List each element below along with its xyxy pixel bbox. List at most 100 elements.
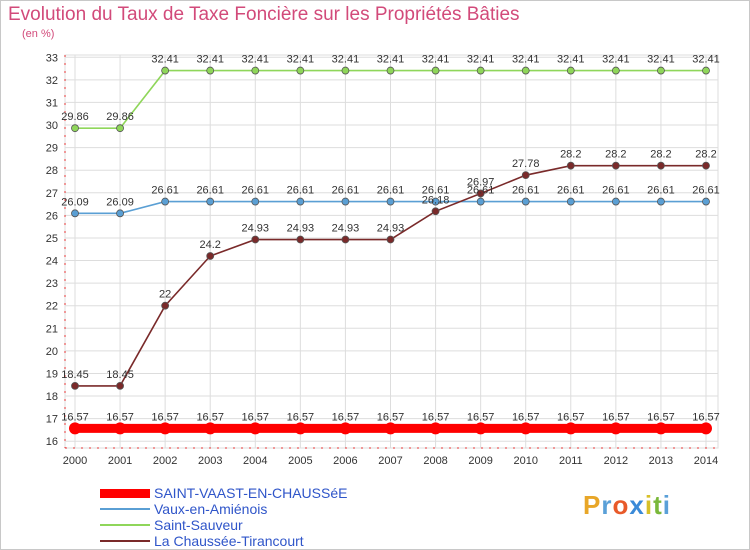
data-label: 16.57 [242, 411, 270, 423]
legend-label: SAINT-VAAST-EN-CHAUSSéE [154, 485, 348, 501]
data-label: 24.93 [332, 223, 360, 235]
data-point [476, 197, 485, 206]
data-point [657, 161, 665, 170]
y-tick-label: 17 [46, 414, 58, 426]
data-label: 26.09 [106, 196, 134, 208]
data-label: 26.61 [422, 185, 450, 197]
data-label: 26.61 [512, 185, 540, 197]
data-label: 16.57 [332, 411, 360, 423]
legend: SAINT-VAAST-EN-CHAUSSéE Vaux-en-Amiénois… [100, 485, 347, 549]
grid [64, 54, 719, 449]
y-tick-label: 31 [46, 97, 58, 109]
data-point [431, 207, 440, 216]
logo-letter: r [601, 490, 613, 520]
chart-title: Evolution du Taux de Taxe Foncière sur l… [8, 4, 520, 25]
data-label: 26.61 [332, 185, 360, 197]
data-label: 16.57 [196, 411, 224, 423]
data-label: 26.61 [196, 185, 224, 197]
data-point [611, 66, 620, 75]
x-tick-label: 2008 [423, 455, 447, 467]
series-layer [69, 66, 712, 435]
data-label: 32.41 [242, 54, 270, 66]
y-tick-label: 23 [46, 278, 58, 290]
data-labels: 16.57 16.57 16.57 16.57 16.57 16.57 16.57 16.57… [61, 54, 720, 424]
x-tick-label: 2004 [243, 455, 267, 467]
y-tick-label: 30 [46, 120, 58, 132]
unit-label: (en %) [22, 28, 55, 40]
axes: 16 17 18 19 20 21 22 23 24 25 26 27 28 29 30 31 32 33 2000… [46, 52, 718, 467]
data-label: 29.86 [61, 111, 89, 123]
data-point [341, 235, 350, 244]
data-label: 26.61 [692, 185, 720, 197]
y-tick-label: 24 [46, 256, 58, 268]
logo-letter: x [629, 490, 645, 520]
data-point [71, 209, 79, 218]
data-point [116, 381, 124, 390]
x-tick-label: 2003 [198, 455, 222, 467]
data-label: 26.18 [422, 194, 450, 206]
x-tick-label: 2012 [604, 455, 628, 467]
data-label: 28.2 [605, 149, 626, 161]
y-tick-label: 33 [46, 52, 58, 64]
data-point [204, 422, 217, 435]
legend-label: Saint-Sauveur [154, 517, 243, 533]
data-label: 32.41 [332, 54, 360, 66]
data-point [296, 66, 305, 75]
data-label: 32.41 [647, 54, 675, 66]
logo-letter: i [644, 490, 654, 520]
x-tick-label: 2009 [468, 455, 492, 467]
data-label: 16.57 [106, 411, 134, 423]
data-label: 26.61 [647, 185, 675, 197]
data-point [386, 197, 395, 206]
logo-letter: t [653, 490, 663, 520]
data-label: 24.93 [242, 223, 270, 235]
legend-label: La Chaussée-Tirancourt [154, 533, 304, 549]
legend-swatch [100, 508, 150, 510]
data-label: 24.93 [377, 223, 405, 235]
data-point [251, 235, 260, 244]
y-tick-label: 26 [46, 210, 58, 222]
data-label: 32.41 [377, 54, 405, 66]
data-label: 32.41 [557, 54, 585, 66]
x-tick-label: 2014 [694, 455, 718, 467]
data-label: 24.93 [287, 223, 315, 235]
data-point [249, 422, 262, 435]
legend-swatch [100, 540, 150, 542]
data-point [69, 422, 81, 435]
data-label: 32.41 [196, 54, 224, 66]
data-label: 16.57 [602, 411, 630, 423]
data-label: 26.61 [602, 185, 630, 197]
x-tick-label: 2002 [153, 455, 177, 467]
data-point [116, 124, 124, 133]
data-label: 29.86 [106, 111, 134, 123]
data-point [161, 66, 170, 75]
data-label: 26.61 [151, 185, 179, 197]
data-label: 24.2 [200, 239, 221, 251]
logo-letter: P [583, 490, 602, 520]
data-point [296, 197, 305, 206]
legend-label: Vaux-en-Amiénois [154, 501, 268, 517]
data-label: 28.2 [695, 149, 716, 161]
data-label: 22 [159, 289, 171, 301]
data-point [251, 197, 260, 206]
x-tick-label: 2001 [108, 455, 132, 467]
data-label: 28.2 [650, 149, 671, 161]
data-label: 26.61 [467, 185, 495, 197]
data-label: 27.78 [512, 158, 540, 170]
data-label: 16.57 [422, 411, 450, 423]
x-tick-label: 2013 [649, 455, 673, 467]
y-tick-label: 32 [46, 75, 58, 87]
data-point [566, 161, 575, 170]
plot-border [64, 54, 719, 449]
data-point [114, 422, 127, 435]
data-label: 32.41 [467, 54, 495, 66]
data-point [71, 381, 79, 390]
data-label: 32.41 [151, 54, 179, 66]
data-point [206, 197, 215, 206]
data-point [521, 197, 530, 206]
data-point [657, 66, 665, 75]
y-tick-label: 21 [46, 323, 58, 335]
data-label: 16.57 [287, 411, 315, 423]
data-label: 26.61 [377, 185, 405, 197]
